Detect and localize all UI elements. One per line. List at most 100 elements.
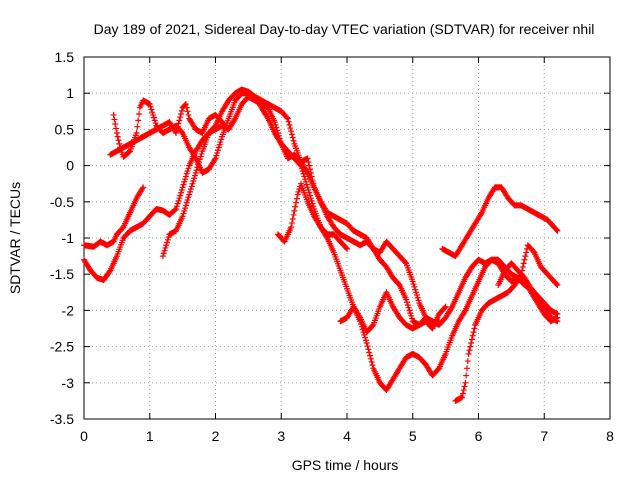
y-tick-label: -3.5 [50,411,74,427]
data-point [179,213,186,220]
data-point [185,194,192,201]
data-point [302,176,309,183]
data-point [150,114,157,121]
data-point [304,155,311,162]
data-point [111,116,118,123]
data-point [183,104,190,111]
data-point [356,313,363,320]
data-point [182,202,189,209]
data-point [412,286,419,293]
data-point [290,211,297,218]
data-point [272,121,279,128]
data-point [212,155,219,162]
data-point [182,176,189,183]
data-point [461,383,468,390]
y-axis-ticks: 1.5 1 0.5 0 -0.5 -1 -1.5 -2 -2.5 -3 -3.5 [50,49,610,427]
data-point [523,249,530,256]
data-point [112,120,119,127]
data-point [362,337,369,344]
data-point [177,192,184,199]
data-point [307,169,314,176]
data-point [367,355,374,362]
data-point [271,119,278,126]
data-point [366,349,373,356]
data-point [113,130,120,137]
data-point [274,127,281,134]
data-point [173,203,180,210]
data-point [182,101,189,108]
data-point [553,281,560,288]
y-tick-label: 1.5 [55,49,75,65]
data-point [172,206,179,213]
data-point [146,101,153,108]
data-point [186,191,193,198]
data-point [460,387,467,394]
data-point [192,169,199,176]
data-point [307,195,314,202]
data-point [134,123,141,130]
data-point [310,180,317,187]
series-track-7 [337,289,449,336]
data-point [554,318,561,325]
data-point [110,111,117,118]
data-point [175,120,182,127]
data-point [414,294,421,301]
data-point [174,200,181,207]
data-point [407,310,414,317]
data-point [409,278,416,285]
y-tick-label: -3 [62,375,75,391]
y-tick-label: -1 [62,230,75,246]
data-point [136,111,143,118]
data-point [184,196,191,203]
data-point [469,332,476,339]
data-point [292,203,299,210]
data-point [191,154,198,161]
data-point [369,362,376,369]
data-point [225,126,232,133]
data-point [303,181,310,188]
data-point [364,343,371,350]
data-point [448,305,455,312]
data-point [441,304,448,311]
data-point [114,133,121,140]
data-point [462,379,469,386]
x-tick-label: 0 [80,428,88,444]
data-point [162,244,169,251]
x-tick-label: 3 [277,428,285,444]
data-point [519,263,526,270]
data-point [367,352,374,359]
data-point [293,199,300,206]
data-point [150,111,157,118]
data-point [191,175,198,182]
data-point [291,207,298,214]
data-point [287,125,294,132]
y-axis-label: SDTVAR / TECUs [7,182,23,294]
data-point [521,256,528,263]
x-tick-label: 2 [212,428,220,444]
data-point [197,153,204,160]
data-point [402,259,409,266]
data-point [214,147,221,154]
y-tick-label: -2 [62,302,75,318]
data-point [408,312,415,319]
data-point [231,116,238,123]
data-point [368,358,375,365]
series-track-5 [159,122,232,260]
data-point [288,220,295,227]
data-point [408,315,415,322]
data-point [286,121,293,128]
data-point [184,168,191,175]
data-point [115,137,122,144]
data-point [179,184,186,191]
data-point [181,178,188,185]
data-point [413,289,420,296]
data-point [184,108,191,115]
data-point [216,141,223,148]
data-point [405,304,412,311]
data-point [183,170,190,177]
x-tick-label: 7 [540,428,548,444]
data-point [554,311,561,318]
x-axis-ticks: 0 1 2 3 4 5 6 7 8 [80,57,614,444]
data-point [294,191,301,198]
